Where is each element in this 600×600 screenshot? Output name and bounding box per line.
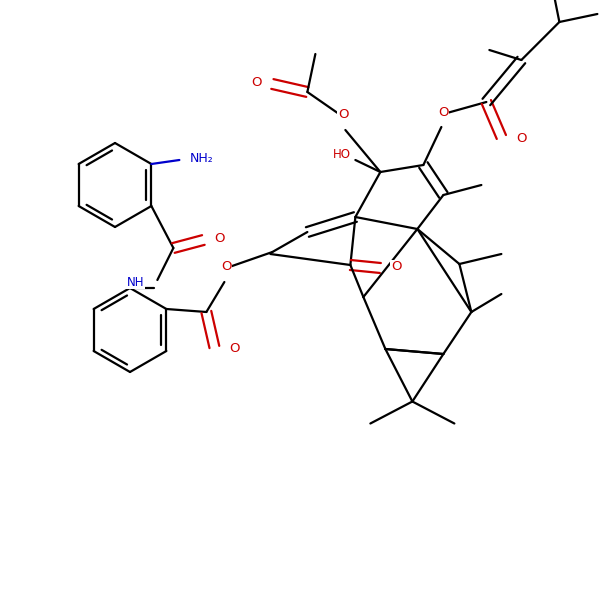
Text: O: O [221, 259, 232, 272]
Text: O: O [516, 133, 527, 145]
Text: O: O [229, 343, 239, 355]
Text: O: O [391, 260, 401, 274]
Text: O: O [214, 232, 224, 245]
Text: O: O [438, 106, 449, 118]
Text: HO: HO [334, 148, 352, 160]
Text: O: O [251, 76, 262, 89]
Text: NH: NH [127, 275, 144, 289]
Text: O: O [338, 109, 349, 121]
Text: NH₂: NH₂ [190, 152, 213, 166]
